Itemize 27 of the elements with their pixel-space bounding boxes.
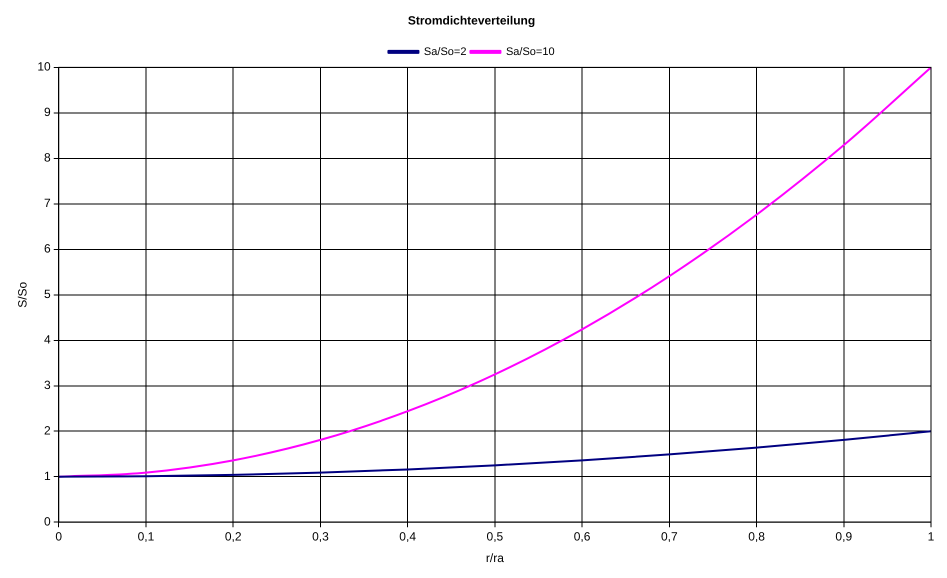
- x-tick-label: 0,9: [835, 530, 852, 544]
- legend-label: Sa/So=2: [424, 46, 466, 58]
- y-tick-label: 3: [44, 378, 52, 392]
- x-tick-label: 0,3: [312, 530, 330, 544]
- y-tick-label: 5: [44, 287, 52, 302]
- y-tick-label: 1: [44, 469, 52, 484]
- x-tick-label: 0: [55, 530, 62, 544]
- y-tick-label: 0: [44, 514, 52, 529]
- legend-label: Sa/So=10: [506, 46, 555, 58]
- x-tick-label: 1: [928, 530, 935, 544]
- y-tick-label: 2: [44, 424, 52, 438]
- y-tick-label: 4: [44, 332, 52, 347]
- y-tick-label: 10: [37, 60, 52, 74]
- x-tick-label: 0,5: [486, 530, 504, 544]
- x-tick-label: 0,8: [748, 530, 766, 544]
- x-tick-label: 0,2: [224, 530, 242, 544]
- x-axis-title: r/ra: [486, 551, 504, 566]
- y-tick-label: 9: [44, 105, 52, 120]
- chart-title: Stromdichteverteilung: [408, 14, 536, 28]
- x-tick-label: 0,7: [660, 530, 678, 544]
- x-tick-label: 0,1: [138, 530, 155, 544]
- y-tick-label: 6: [44, 242, 52, 256]
- x-tick-label: 0,6: [574, 530, 591, 544]
- y-tick-label: 8: [44, 150, 52, 165]
- y-tick-label: 7: [44, 196, 52, 210]
- x-tick-label: 0,4: [399, 530, 416, 544]
- y-axis-title: S/So: [16, 281, 30, 308]
